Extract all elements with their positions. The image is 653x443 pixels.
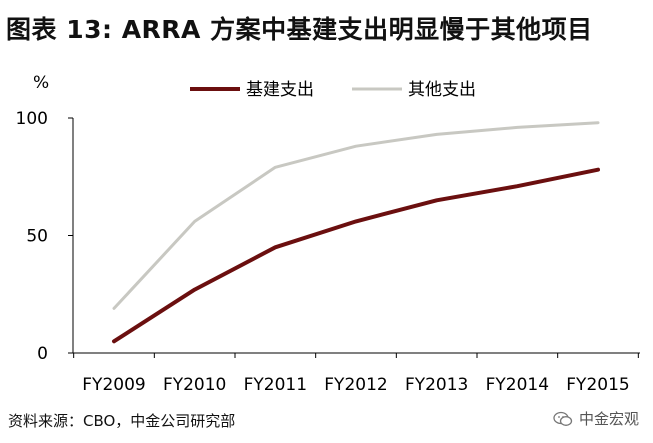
- x-tick-label: FY2012: [324, 375, 387, 395]
- legend-label-infrastructure: 基建支出: [246, 80, 314, 100]
- chart-legend: 基建支出 其他支出: [190, 80, 476, 100]
- x-tick-label: FY2014: [486, 375, 549, 395]
- x-tick-label: FY2009: [82, 375, 145, 395]
- series-line-other: [112, 121, 600, 310]
- chart-axes: 0 50 100 FY2009 FY2010 FY2011 FY2012 FY2013 FY20…: [16, 109, 640, 395]
- watermark: 中金宏观: [553, 408, 639, 429]
- x-tick-label: FY2010: [163, 375, 226, 395]
- x-tick-label: FY2015: [566, 375, 629, 395]
- wechat-icon: [553, 411, 573, 426]
- legend-label-other: 其他支出: [408, 80, 476, 100]
- source-note: 资料来源：CBO，中金公司研究部: [8, 412, 236, 430]
- chart-series: [112, 121, 600, 344]
- x-tick-label: FY2011: [244, 375, 307, 395]
- y-tick-label: 0: [37, 344, 48, 364]
- y-tick-label: 50: [26, 227, 48, 247]
- watermark-text: 中金宏观: [578, 410, 639, 428]
- x-tick-label: FY2013: [405, 375, 468, 395]
- series-line-infrastructure: [112, 167, 600, 344]
- y-axis-label: %: [33, 73, 49, 93]
- chart-title: 图表 13: ARRA 方案中基建支出明显慢于其他项目: [6, 15, 593, 44]
- y-tick-label: 100: [16, 109, 48, 129]
